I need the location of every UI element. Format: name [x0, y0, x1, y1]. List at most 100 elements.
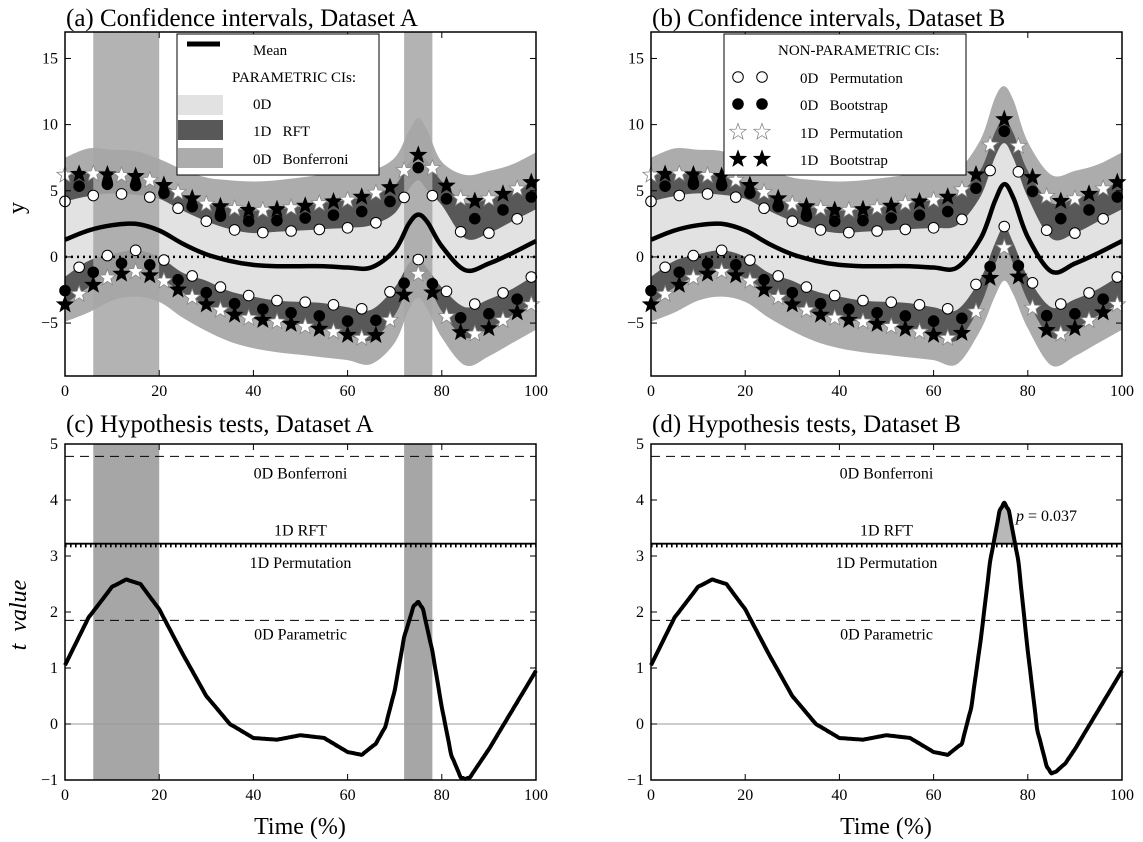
ci-marker-1d-bootstrap	[1037, 320, 1056, 339]
ci-marker-0d-bootstrap	[1026, 185, 1039, 198]
panel-d-xlabel: Time (%)	[840, 814, 932, 840]
panel-d-ytick-label: 4	[636, 492, 644, 509]
panel-a-xtick-label: 0	[61, 383, 69, 400]
ci-marker-0d-permutation	[398, 191, 410, 204]
legend-a-bonf-label: 0D Bonferroni	[253, 152, 348, 168]
legend-a-param-header: PARAMETRIC CIs:	[232, 70, 356, 86]
ci-marker-0d-permutation	[885, 296, 898, 308]
ci-marker-0d-bootstrap	[998, 125, 1011, 138]
ci-marker-1d-permutation	[811, 198, 830, 217]
ci-marker-1d-bootstrap	[726, 265, 746, 284]
ci-marker-1d-permutation	[324, 322, 343, 340]
ci-marker-1d-bootstrap	[366, 325, 385, 344]
ci-marker-1d-permutation	[310, 193, 329, 212]
panel-b-title: (b) Confidence intervals, Dataset B	[652, 5, 1005, 32]
ci-marker-1d-bootstrap	[522, 172, 541, 191]
ci-marker-0d-permutation	[998, 220, 1011, 233]
ci-marker-1d-permutation	[754, 182, 774, 201]
legend-b-markers	[728, 71, 772, 167]
ci-marker-1d-bootstrap	[811, 305, 830, 323]
ci-marker-0d-permutation	[426, 189, 439, 202]
ci-marker-0d-permutation	[242, 289, 255, 302]
ci-marker-1d-bootstrap	[84, 275, 103, 293]
ci-marker-0d-permutation	[73, 261, 85, 274]
legend-b-0d-perm-label: 0D Permutation	[800, 71, 903, 87]
ci-marker-0d-permutation	[370, 216, 382, 229]
ci-marker-1d-permutation	[267, 312, 287, 330]
ci-marker-0d-permutation	[87, 189, 100, 202]
ci-marker-1d-permutation	[197, 194, 216, 212]
ci-marker-1d-bootstrap	[995, 109, 1014, 128]
p-value: = 0.037	[1024, 508, 1077, 525]
ci-marker-1d-bootstrap	[508, 302, 527, 321]
legend-b-marker	[732, 98, 744, 110]
ci-marker-1d-bootstrap	[938, 187, 957, 205]
ci-marker-0d-bootstrap	[440, 193, 453, 205]
ci-marker-1d-permutation	[1094, 179, 1113, 197]
ci-marker-0d-permutation	[800, 281, 813, 293]
ci-marker-1d-permutation	[366, 183, 385, 201]
ci-marker-1d-bootstrap	[98, 164, 117, 183]
ci-marker-0d-permutation	[271, 294, 283, 307]
ci-marker-1d-bootstrap	[740, 175, 760, 194]
ci-marker-1d-permutation	[726, 170, 745, 189]
ci-marker-1d-permutation	[1051, 324, 1070, 342]
ci-marker-1d-bootstrap	[338, 325, 357, 343]
ci-marker-1d-permutation	[423, 158, 442, 177]
ci-marker-1d-permutation	[465, 324, 484, 342]
ci-marker-0d-bootstrap	[857, 214, 869, 227]
ci-marker-0d-permutation	[744, 254, 756, 266]
panel-d-p-annotation: p = 0.037	[1015, 508, 1077, 525]
ci-marker-1d-bootstrap	[437, 176, 456, 194]
ci-marker-0d-bootstrap	[327, 209, 340, 221]
ci-marker-1d-bootstrap	[394, 285, 414, 303]
ci-marker-1d-bootstrap	[281, 314, 301, 332]
panel-a-ylabel: y	[4, 202, 30, 214]
ci-marker-0d-permutation	[440, 285, 453, 298]
panel-a-ytick-label: 0	[50, 249, 58, 266]
ci-marker-1d-permutation	[98, 268, 117, 286]
ci-marker-1d-bootstrap	[1065, 318, 1085, 337]
ci-marker-0d-permutation	[228, 224, 241, 236]
ci-marker-0d-bootstrap	[659, 180, 671, 192]
ci-marker-0d-bootstrap	[483, 308, 495, 320]
panel-d-plot: 0D Bonferroni 1D RFT 1D Permutation 0D Para…	[627, 436, 1134, 804]
ci-marker-1d-permutation	[740, 271, 760, 289]
ci-marker-1d-permutation	[69, 284, 89, 303]
ci-marker-1d-bootstrap	[324, 191, 343, 210]
legend-a-rft-label: 1D RFT	[253, 124, 310, 140]
panel-a-ytick-label: −5	[41, 315, 58, 332]
ci-marker-1d-permutation	[1079, 310, 1099, 329]
legend-a-0d-label: 0D	[253, 97, 272, 113]
ci-marker-0d-permutation	[814, 224, 827, 236]
ci-marker-0d-permutation	[1097, 213, 1109, 225]
ci-marker-1d-permutation	[995, 238, 1014, 256]
ci-marker-0d-bootstrap	[73, 180, 85, 192]
panel-c-xtick-label: 0	[61, 787, 69, 804]
ci-marker-1d-bootstrap	[1023, 167, 1042, 186]
ci-marker-0d-permutation	[214, 281, 227, 293]
legend-b-marker	[756, 71, 768, 83]
ci-marker-1d-bootstrap	[768, 188, 788, 207]
ci-marker-1d-bootstrap	[465, 191, 484, 209]
ci-marker-1d-bootstrap	[451, 322, 470, 341]
ci-marker-0d-bootstrap	[525, 191, 538, 203]
ci-marker-0d-permutation	[984, 164, 996, 177]
ci-marker-1d-bootstrap	[423, 282, 442, 301]
panel-a-ytick-label: 10	[42, 117, 58, 134]
ci-marker-0d-bootstrap	[242, 215, 255, 227]
ci-marker-0d-permutation	[483, 227, 495, 239]
ci-marker-0d-permutation	[341, 222, 354, 234]
ci-marker-1d-bootstrap	[853, 199, 873, 218]
significant-region	[93, 32, 160, 376]
panel-d-xtick-label: 40	[831, 787, 847, 804]
ci-marker-0d-bootstrap	[384, 195, 396, 208]
ci-marker-1d-permutation	[980, 135, 1000, 153]
ci-marker-1d-permutation	[1037, 186, 1056, 205]
legend-b-1d-perm-label: 1D Permutation	[800, 126, 903, 142]
ci-marker-1d-permutation	[910, 322, 929, 340]
ci-marker-0d-permutation	[687, 249, 700, 262]
ci-marker-0d-permutation	[843, 226, 855, 239]
panel-d-ytick-label: 1	[636, 660, 644, 677]
ci-marker-1d-permutation	[183, 287, 202, 306]
